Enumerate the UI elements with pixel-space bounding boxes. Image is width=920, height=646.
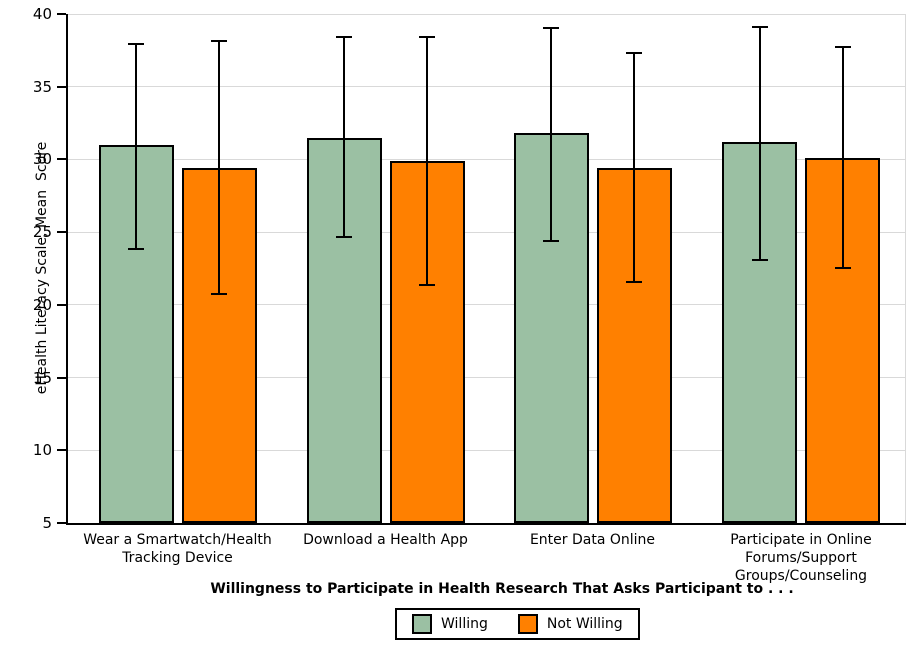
error-bar-cap-bottom — [419, 283, 435, 286]
error-bar-cap-top — [834, 45, 851, 48]
error-bar-cap-top — [419, 35, 435, 38]
y-tick-20 — [57, 303, 66, 306]
gridline-40 — [68, 13, 906, 15]
y-tick-25 — [57, 231, 66, 234]
error-bar-cap-bottom — [336, 235, 352, 238]
error-bar-cap-top — [751, 25, 768, 28]
bar-willing-0 — [98, 144, 174, 523]
y-tick-15 — [57, 376, 66, 379]
gridline-35 — [68, 86, 906, 88]
gridline-20 — [68, 304, 906, 306]
error-bar-cap-top — [626, 51, 642, 54]
gridline-30 — [68, 158, 906, 160]
category-label-1: Download a Health App — [303, 532, 468, 548]
error-bar-cap-bottom — [626, 281, 642, 284]
category-label-2: Enter Data Online — [529, 532, 656, 548]
y-tick-label-25: 25 — [32, 223, 52, 242]
error-bar-line — [218, 40, 220, 295]
x-axis-line — [66, 523, 906, 525]
y-tick-10 — [57, 449, 66, 452]
error-bar-cap-bottom — [834, 266, 851, 269]
y-axis-title: eHealth Literacy Scale, Mean Score — [34, 141, 50, 395]
gridline-25 — [68, 231, 906, 233]
y-tick-35 — [57, 85, 66, 88]
gridline-15 — [68, 377, 906, 379]
error-bar-line — [841, 45, 844, 269]
y-tick-label-10: 10 — [32, 441, 52, 460]
y-tick-label-40: 40 — [32, 5, 52, 23]
plot-right-frame — [905, 14, 906, 525]
y-tick-40 — [57, 13, 66, 15]
y-tick-label-5: 5 — [42, 514, 52, 532]
error-bar-cap-bottom — [128, 247, 144, 250]
category-label-0: Wear a Smartwatch/Health Tracking Device — [83, 532, 272, 566]
y-axis-line — [66, 14, 68, 525]
error-bar-cap-top — [128, 43, 144, 46]
legend: Willing Not Willing — [395, 608, 640, 640]
legend-item-not-willing: Not Willing — [517, 614, 623, 634]
error-bar-cap-bottom — [751, 259, 768, 262]
error-bar-cap-bottom — [543, 240, 559, 243]
error-bar-cap-top — [543, 27, 559, 30]
gridline-10 — [68, 449, 906, 451]
category-label-3: Participate in Online Forums/Support Group… — [730, 532, 872, 584]
legend-label: Willing — [441, 616, 488, 632]
error-bar-cap-top — [211, 40, 227, 43]
y-tick-label-30: 30 — [32, 150, 52, 169]
legend-swatch-icon — [412, 614, 432, 634]
y-tick-5 — [57, 522, 66, 524]
legend-label: Not Willing — [546, 616, 623, 632]
error-bar-cap-bottom — [211, 292, 227, 295]
error-bar-line — [633, 51, 635, 284]
legend-swatch-icon — [517, 614, 538, 634]
error-bar-line — [550, 27, 552, 243]
error-bar-line — [426, 35, 428, 286]
x-axis-title: Willingness to Participate in Health Res… — [210, 581, 794, 597]
error-bar-line — [135, 43, 137, 250]
error-bar-line — [758, 25, 761, 262]
y-tick-label-35: 35 — [32, 77, 52, 96]
error-bar-cap-top — [336, 35, 352, 38]
legend-item-willing: Willing — [412, 614, 488, 634]
y-tick-label-20: 20 — [32, 295, 52, 314]
y-tick-label-15: 15 — [32, 368, 52, 387]
error-bar-line — [343, 35, 345, 238]
y-tick-30 — [57, 158, 66, 161]
